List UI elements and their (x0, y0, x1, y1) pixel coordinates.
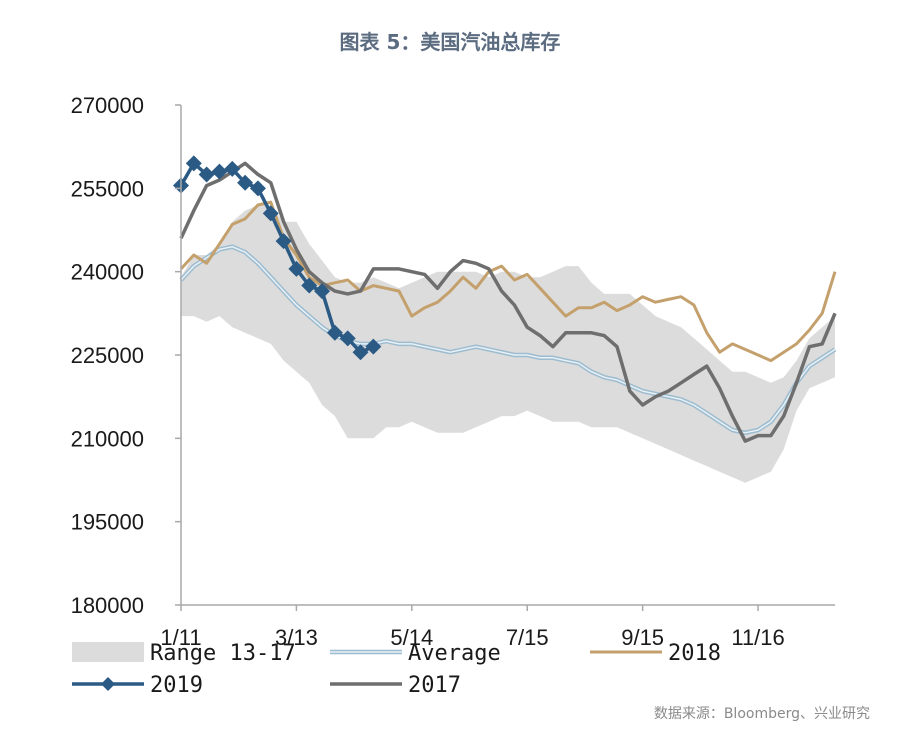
series-2019-point (262, 205, 279, 222)
legend-label: Average (408, 641, 501, 666)
legend-label: 2018 (668, 641, 721, 666)
legend-item: 2017 (330, 673, 461, 698)
series-2019-point (275, 233, 292, 250)
series-2019-point (237, 174, 254, 191)
legend-item: Average (330, 641, 501, 666)
legend-label: Range 13-17 (150, 641, 296, 666)
series-2019-point (185, 155, 202, 172)
y-tick-label: 180000 (71, 593, 144, 618)
series-2019-point (352, 344, 369, 361)
series-2019-point (224, 160, 241, 177)
series-2019-point (288, 260, 305, 277)
x-tick-label: 7/15 (506, 625, 549, 650)
range-band (181, 205, 835, 483)
y-tick-label: 195000 (71, 510, 144, 535)
series-2019-point (198, 166, 215, 183)
legend-item: Range 13-17 (72, 641, 296, 666)
legend-item: 2018 (590, 641, 721, 666)
chart-title: 图表 5：美国汽油总库存 (339, 30, 561, 54)
x-tick-label: 5/14 (390, 625, 433, 650)
legend-item: 2019 (72, 673, 203, 698)
legend-swatch-range (72, 642, 144, 662)
y-tick-label: 210000 (71, 426, 144, 451)
legend-marker-2019 (101, 677, 115, 691)
series-2019-point (301, 277, 318, 294)
x-tick-label: 1/11 (160, 625, 201, 650)
legend-label: 2019 (150, 673, 203, 698)
legend-label: 2017 (408, 673, 461, 698)
y-tick-label: 240000 (71, 260, 144, 285)
x-tick-label: 3/13 (275, 625, 318, 650)
series-2019-point (249, 180, 266, 197)
x-tick-label: 9/15 (621, 625, 664, 650)
series-2017-line (179, 161, 837, 443)
y-tick-label: 225000 (71, 343, 144, 368)
source-note: 数据来源：Bloomberg、兴业研究 (653, 706, 870, 722)
series-2019-point (211, 163, 228, 180)
x-tick-label: 11/16 (731, 625, 784, 650)
series-2019-point (314, 283, 331, 300)
average-line-core (180, 245, 836, 434)
series-2019-point (365, 338, 382, 355)
series-2019-point (326, 324, 343, 341)
series-2019-point (339, 330, 356, 347)
series-2018-line (179, 200, 837, 363)
y-tick-label: 255000 (71, 176, 144, 201)
y-tick-label: 270000 (71, 93, 144, 118)
